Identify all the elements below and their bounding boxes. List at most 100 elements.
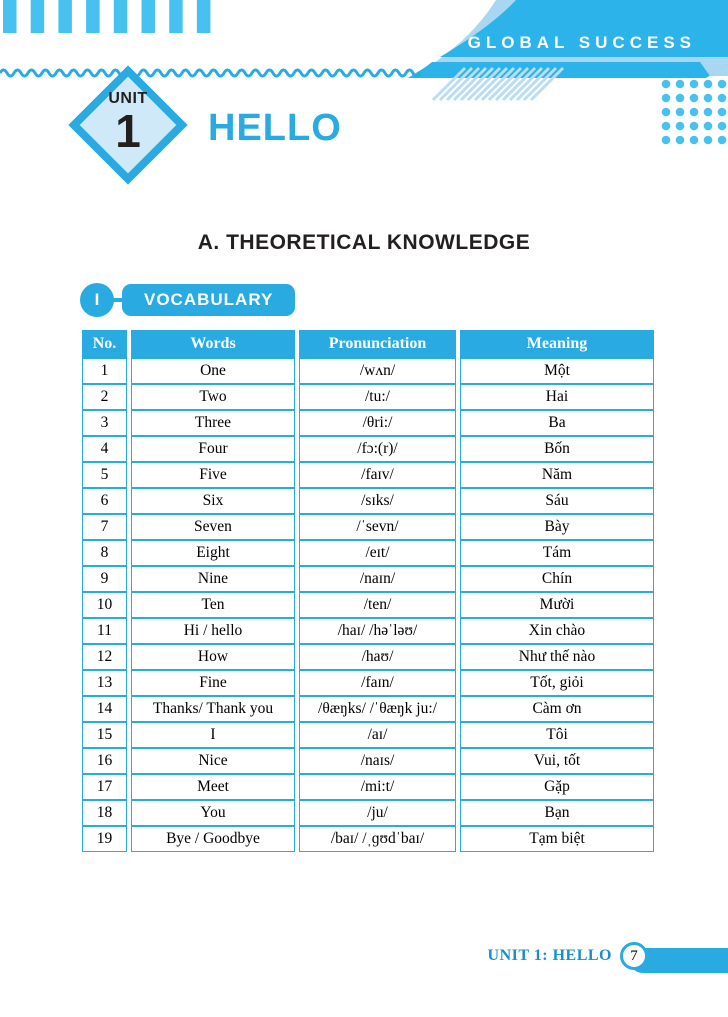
hatch-line	[529, 66, 565, 102]
pronunciation-cell: /aɪ/	[299, 722, 456, 748]
meaning-cell: Hai	[460, 384, 654, 410]
dot	[675, 135, 685, 145]
stripe	[196, 0, 211, 33]
header-decoration	[0, 0, 728, 185]
meaning-cell: Mười	[460, 592, 654, 618]
word-cell: You	[131, 800, 295, 826]
table-row: 11 Hi / hello/haɪ/ /həˈləʊ/Xin chào	[82, 618, 654, 644]
table-row: 12 How/haʊ/Như thế nào	[82, 644, 654, 670]
pronunciation-cell: /baɪ/ /ˌɡʊdˈbaɪ/	[299, 826, 456, 852]
row-number: 10	[82, 592, 127, 618]
meaning-cell: Xin chào	[460, 618, 654, 644]
dot	[675, 93, 685, 103]
row-number: 16	[82, 748, 127, 774]
meaning-cell: Tám	[460, 540, 654, 566]
row-number: 8	[82, 540, 127, 566]
hatch-line	[445, 66, 481, 102]
section-heading: A. THEORETICAL KNOWLEDGE	[197, 231, 531, 254]
word-cell: Nice	[131, 748, 295, 774]
meaning-cell: Năm	[460, 462, 654, 488]
row-number: 3	[82, 410, 127, 436]
row-number: 4	[82, 436, 127, 462]
word-cell: One	[131, 358, 295, 384]
word-cell: How	[131, 644, 295, 670]
word-cell: Four	[131, 436, 295, 462]
dots-grid	[661, 79, 727, 145]
unit-diamond	[68, 65, 188, 185]
row-number: 18	[82, 800, 127, 826]
pronunciation-cell: /naɪs/	[299, 748, 456, 774]
meaning-cell: Sáu	[460, 488, 654, 514]
brand-banner	[408, 0, 728, 78]
pronunciation-cell: /θri:/	[299, 410, 456, 436]
dot	[689, 93, 699, 103]
row-number: 2	[82, 384, 127, 410]
dot	[703, 93, 713, 103]
dot	[689, 79, 699, 89]
pronunciation-cell: /eɪt/	[299, 540, 456, 566]
dot	[717, 107, 727, 117]
meaning-cell: Bạn	[460, 800, 654, 826]
column-header-row-number: No.	[82, 330, 127, 358]
vocab-table-body: 1 One/wʌn/Một 2 Two/tu:/Hai 3 Three/θri:/Ba 4 F…	[82, 358, 654, 852]
hatch-line	[431, 66, 467, 102]
meaning-cell: Tôi	[460, 722, 654, 748]
dot	[717, 135, 727, 145]
vocabulary-table: No. Words Pronunciation Meaning 1 One/wʌn/Mộ…	[78, 330, 658, 852]
header-stripes	[3, 0, 211, 33]
wave-divider	[0, 68, 422, 78]
hatch-line	[473, 66, 509, 102]
row-number: 11	[82, 618, 127, 644]
row-number: 14	[82, 696, 127, 722]
dot	[661, 135, 671, 145]
table-row: 5 Five/faɪv/Năm	[82, 462, 654, 488]
column-header-meaning-cell: Meaning	[460, 330, 654, 358]
hatch-line	[452, 66, 488, 102]
meaning-cell: Càm ơn	[460, 696, 654, 722]
word-cell: Five	[131, 462, 295, 488]
row-number: 19	[82, 826, 127, 852]
table-row: 7 Seven/ˈsevn/Bày	[82, 514, 654, 540]
pronunciation-cell: /haʊ/	[299, 644, 456, 670]
banner-corner-wedge	[700, 62, 728, 76]
brand-title: GLOBAL SUCCESS	[467, 33, 696, 52]
dot	[661, 121, 671, 131]
stripe	[141, 0, 155, 33]
hatch-line	[459, 66, 495, 102]
meaning-cell: Như thế nào	[460, 644, 654, 670]
dot	[675, 107, 685, 117]
word-cell: Seven	[131, 514, 295, 540]
pronunciation-cell: /ten/	[299, 592, 456, 618]
pronunciation-cell: /faɪv/	[299, 462, 456, 488]
dot	[661, 107, 671, 117]
hatch-line	[515, 66, 551, 102]
word-cell: Meet	[131, 774, 295, 800]
table-row: 16 Nice/naɪs/Vui, tốt	[82, 748, 654, 774]
stripe	[86, 0, 100, 33]
hatch-line	[466, 66, 502, 102]
word-cell: Eight	[131, 540, 295, 566]
pronunciation-cell: /θæŋks/ /ˈθæŋk ju:/	[299, 696, 456, 722]
table-row: 4 Four/fɔ:(r)/Bốn	[82, 436, 654, 462]
meaning-cell: Chín	[460, 566, 654, 592]
hatch-line	[522, 66, 558, 102]
meaning-cell: Ba	[460, 410, 654, 436]
word-cell: Three	[131, 410, 295, 436]
page-number-circle: 7	[620, 942, 648, 970]
dot	[703, 107, 713, 117]
row-number: 17	[82, 774, 127, 800]
pronunciation-cell: /haɪ/ /həˈləʊ/	[299, 618, 456, 644]
footer-label: UNIT 1: HELLO	[487, 947, 612, 964]
stripe	[3, 0, 17, 33]
row-number: 7	[82, 514, 127, 540]
pronunciation-cell: /naɪn/	[299, 566, 456, 592]
dot	[675, 121, 685, 131]
stripe	[169, 0, 183, 33]
meaning-cell: Tốt, giỏi	[460, 670, 654, 696]
row-number: 6	[82, 488, 127, 514]
unit-label: UNIT	[108, 90, 148, 107]
dot	[703, 79, 713, 89]
section-title-pill: VOCABULARY	[122, 284, 296, 316]
column-header-word-cell: Words	[131, 330, 295, 358]
table-row: 1 One/wʌn/Một	[82, 358, 654, 384]
